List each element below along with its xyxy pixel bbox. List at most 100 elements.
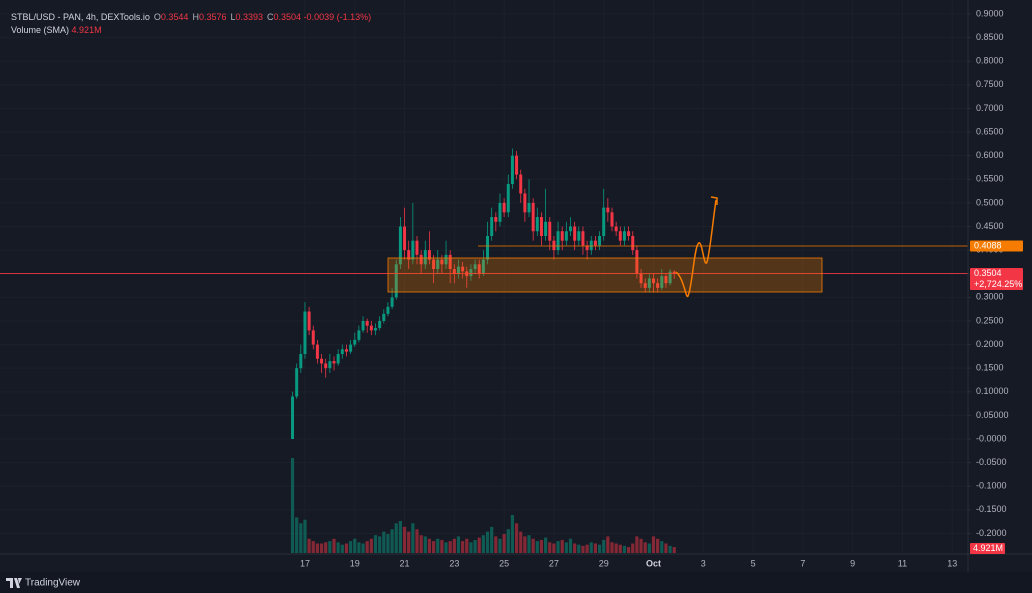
volume-bar (618, 544, 622, 553)
candle-body (432, 259, 436, 270)
volume-bar (556, 541, 560, 553)
candle-body (315, 344, 319, 359)
candle-body (357, 330, 361, 340)
y-tick-label: 0.05000 (976, 410, 1009, 420)
candle-body (398, 226, 402, 265)
candle-body (647, 278, 651, 288)
volume-bar (664, 543, 668, 553)
candle-body (552, 240, 556, 251)
candle-body (349, 344, 353, 352)
field-key: O (153, 12, 161, 22)
candle-body (340, 349, 344, 355)
candle-body (602, 207, 606, 236)
x-tick-label: 3 (701, 558, 706, 568)
candle-body (519, 174, 523, 194)
volume-bar (461, 541, 465, 553)
volume-bar (485, 531, 490, 553)
y-tick-label: -0.2000 (976, 528, 1007, 538)
candle-body (656, 283, 660, 288)
x-tick-label: 13 (947, 558, 957, 568)
y-tick-label: -0.1500 (976, 504, 1007, 514)
volume-tag-value: 4.921M (973, 543, 1003, 553)
candle-body (651, 278, 655, 284)
candle-body (419, 254, 423, 265)
volume-bar (602, 539, 606, 553)
y-tick-label: 0.9000 (976, 8, 1004, 18)
axes: 0.9000 0.8500 0.8000 0.7500 0.7000 0.6500 0.60… (300, 8, 1023, 568)
candle-body (320, 358, 324, 364)
candle-body (502, 202, 506, 213)
y-tick-label: 0.2500 (976, 315, 1004, 325)
x-tick-label: 17 (300, 558, 310, 568)
candle-body (382, 313, 386, 321)
indicator-name: Volume (SMA) (11, 25, 70, 35)
ohlc-fields: O0.3544 H0.3576 L0.3393 C0.3504 (150, 12, 301, 22)
volume-bar (490, 526, 494, 553)
volume-bar (477, 537, 481, 553)
volume-bar (668, 545, 672, 553)
candle-body (498, 202, 502, 222)
candle-body (573, 226, 577, 241)
candle-body (456, 266, 460, 274)
volume-bar (469, 542, 473, 553)
candle-body (564, 231, 568, 241)
volume-bar (626, 547, 631, 553)
volume-bar (656, 538, 660, 553)
volume-bar (419, 535, 423, 553)
y-tick-label: -0.0500 (976, 457, 1007, 467)
candle-body (494, 217, 498, 222)
volume-tag (970, 543, 1005, 554)
volume-bar (290, 458, 295, 553)
indicator-value: 4.921M (71, 25, 102, 35)
candle-body (440, 259, 444, 265)
candle-body (452, 269, 456, 274)
arrow-head (710, 196, 718, 205)
field-value: 0.3393 (235, 12, 264, 22)
volume-bar (660, 541, 664, 553)
field-key: L (230, 12, 236, 22)
candle-body (668, 271, 672, 284)
volume-bar (332, 538, 336, 553)
volume-bar (465, 538, 469, 553)
volume-bar (585, 544, 589, 553)
y-tick-label: 0.2000 (976, 339, 1004, 349)
candle-body (365, 320, 369, 326)
candle-body (307, 311, 311, 331)
volume-bar (407, 531, 411, 553)
candle-body (403, 226, 407, 251)
volume-bar (328, 541, 332, 553)
footer (0, 572, 1032, 593)
candle-body (407, 250, 411, 260)
volume-bar (589, 542, 593, 553)
candle-body (448, 254, 452, 270)
volume-bar (398, 520, 402, 553)
volume-bar (307, 538, 311, 553)
candle-body (643, 283, 647, 288)
volume-bar (672, 547, 676, 553)
candle-body (585, 245, 589, 251)
candle-body (539, 217, 543, 236)
volume-bar (523, 536, 527, 553)
price-tag (970, 268, 1023, 291)
x-tick-label: 27 (549, 558, 559, 568)
y-tick-label: 0.10000 (976, 386, 1009, 396)
volume-bar (369, 538, 373, 553)
volume-bar (473, 539, 477, 553)
candle-body (610, 212, 614, 227)
volume-bar (373, 535, 378, 553)
candle-body (515, 155, 519, 175)
x-tick-label: 5 (751, 558, 756, 568)
candle-body (295, 368, 299, 397)
volume-bar (635, 536, 639, 553)
x-tick-label: 11 (898, 558, 907, 568)
volume-bar (506, 529, 510, 553)
candle-body (378, 320, 382, 329)
volume-bar (319, 543, 324, 553)
candle-body (589, 240, 593, 251)
volume-bar (544, 537, 548, 553)
candle-body (556, 231, 560, 251)
x-tick-label: 19 (350, 558, 360, 568)
y-tick-label: 0.1500 (976, 363, 1004, 373)
candle-body (577, 231, 581, 241)
